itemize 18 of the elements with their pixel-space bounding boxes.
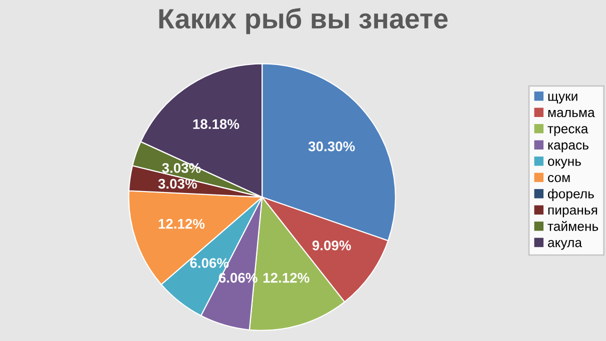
chart-title: Каких рыб вы знаете [159,8,448,34]
legend-label: сом [548,174,570,182]
legend-label: пиранья [548,207,598,218]
data-label: 30.30% [308,141,355,152]
legend-label: мальма [548,110,595,118]
data-label: 3.03% [162,163,201,173]
legend-label: щуки [548,94,578,104]
data-label: 18.18% [193,119,240,130]
data-label: 12.12% [158,218,205,229]
legend-label: акула [548,240,582,250]
data-label: 9.09% [312,240,351,250]
legend-label: таймень [548,221,598,231]
data-label: 3.03% [158,178,197,189]
legend-label: треска [548,126,588,136]
legend-label: окунь [548,158,581,169]
legend-label: карась [548,142,588,152]
legend-label: форель [548,188,594,202]
data-label: 12.12% [263,272,310,283]
